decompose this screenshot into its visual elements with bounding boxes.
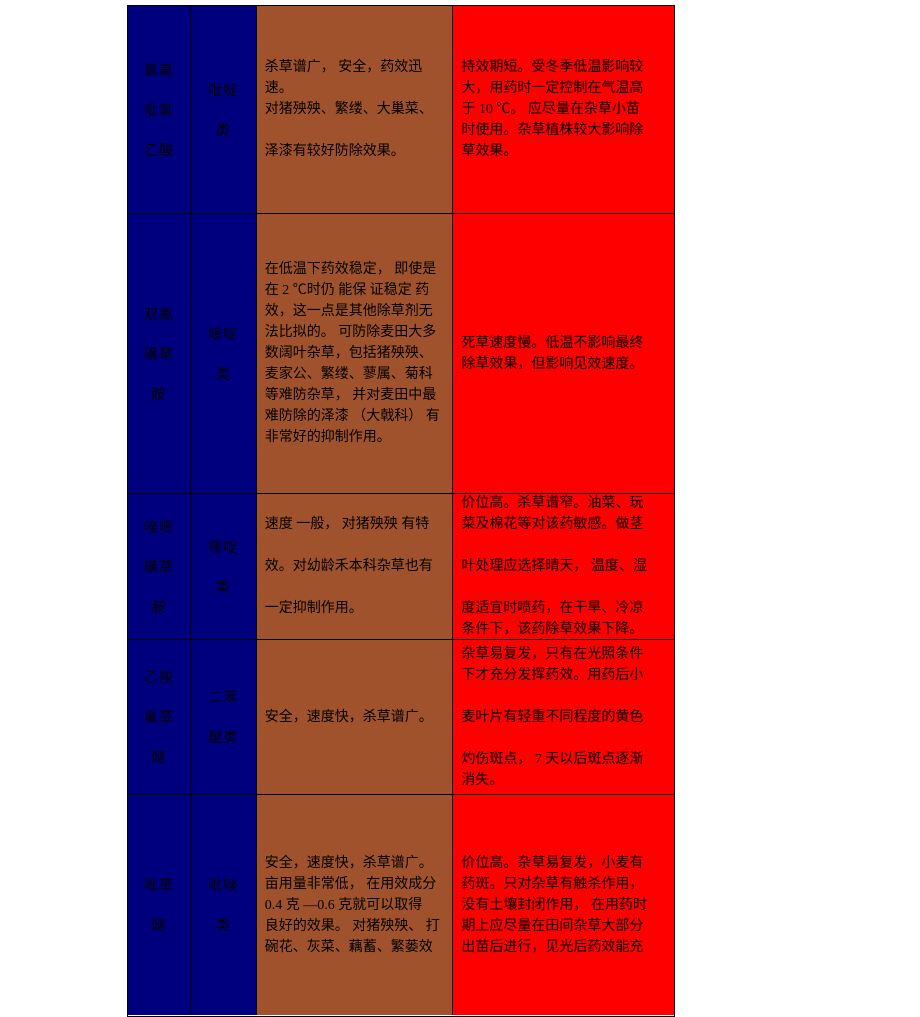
cell-text: 磺草 [144,344,174,364]
cell-text: 吡氧 [144,100,174,120]
col-disadvantages: 价位高。杂草易复发，小麦有 药斑。只对杂草有触杀作用， 没有土壤封闭作用， 在用… [453,795,674,1015]
cell-text: 氟草 [144,707,174,727]
col-disadvantages: 价位高。杀草谱窄。油菜、玩 菜及棉花等对该药敏感。做茎 叶处理应选择晴天， 温度… [453,494,674,639]
col-name: 双氟 磺草 胺 [128,214,191,493]
col-class: 嘧啶 类 [191,494,257,639]
col-class: 吡啶 类 [191,6,257,213]
cell-text: 类 [216,120,231,140]
cell-text: 死草速度慢。低温不影响最终 除草效果，但影响见效速度。 [461,333,666,375]
table-row: 吡草 醚 吡唑 类 安全，速度快，杀草谱广。 亩用量非常低， 在用效成分 0.4… [128,795,674,1015]
cell-text: 嘧啶 [208,324,238,344]
col-advantages: 速度 一般， 对猪殃殃 有特 效。对幼龄禾本科杂草也有 一定抑制作用。 [257,494,454,639]
cell-text: 氯氟 [144,60,174,80]
table-row: 双氟 磺草 胺 嘧啶 类 在低温下药效稳定， 即使是 在 2 ℃时仍 能保 证稳… [128,214,674,494]
cell-text: 胺 [151,384,166,404]
cell-text: 二苯 [208,687,238,707]
cell-text: 价位高。杂草易复发，小麦有 药斑。只对杂草有触杀作用， 没有土壤封闭作用， 在用… [461,853,666,958]
col-name: 氯氟 吡氧 乙酸 [128,6,191,213]
col-advantages: 杀草谱广， 安全，药效迅速。 对猪殃殃、繁缕、大巢菜、 泽漆有较好防除效果。 [257,6,454,213]
cell-text: 醚 [151,747,166,767]
cell-text: 类 [216,915,231,935]
col-class: 二苯 醚类 [191,640,257,794]
col-advantages: 安全，速度快，杀草谱广。 亩用量非常低， 在用效成分 0.4 克 —0.6 克就… [257,795,454,1015]
herbicide-table: 氯氟 吡氧 乙酸 吡啶 类 杀草谱广， 安全，药效迅速。 对猪殃殃、繁缕、大巢菜… [127,5,675,1017]
table-row: 乙羧 氟草 醚 二苯 醚类 安全，速度快，杀草谱广。 杂草易复发，只有在光照条件… [128,640,674,795]
col-disadvantages: 持效期短。受冬季低温影响较 大，用药时一定控制在气温高 于 10 ℃。 应尽量在… [453,6,674,213]
cell-text: 乙酸 [144,140,174,160]
cell-text: 价位高。杀草谱窄。油菜、玩 菜及棉花等对该药敏感。做茎 叶处理应选择晴天， 温度… [461,493,666,640]
cell-text: 安全，速度快，杀草谱广。 亩用量非常低， 在用效成分 0.4 克 —0.6 克就… [265,853,445,958]
cell-text: 类 [216,577,231,597]
col-name: 乙羧 氟草 醚 [128,640,191,794]
cell-text: 醚 [151,915,166,935]
cell-text: 持效期短。受冬季低温影响较 大，用药时一定控制在气温高 于 10 ℃。 应尽量在… [461,57,666,162]
cell-text: 类 [216,364,231,384]
col-advantages: 在低温下药效稳定， 即使是 在 2 ℃时仍 能保 证稳定 药 效，这一点是其他除… [257,214,454,493]
col-name: 吡草 醚 [128,795,191,1015]
cell-text: 双氟 [144,304,174,324]
cell-text: 速度 一般， 对猪殃殃 有特 效。对幼龄禾本科杂草也有 一定抑制作用。 [265,514,445,619]
cell-text: 安全，速度快，杀草谱广。 [265,707,445,728]
cell-text: 吡草 [144,875,174,895]
col-disadvantages: 死草速度慢。低温不影响最终 除草效果，但影响见效速度。 [453,214,674,493]
col-name: 唑嘧 磺草 胺 [128,494,191,639]
cell-text: 乙羧 [144,667,174,687]
cell-text: 杂草易复发，只有在光照条件 下才充分发挥药效。用药后小 麦叶片有轻重不同程度的黄… [461,644,666,791]
cell-text: 吡唑 [208,875,238,895]
col-advantages: 安全，速度快，杀草谱广。 [257,640,454,794]
cell-text: 杀草谱广， 安全，药效迅速。 对猪殃殃、繁缕、大巢菜、 泽漆有较好防除效果。 [265,57,445,162]
cell-text: 醚类 [208,727,238,747]
cell-text: 嘧啶 [208,537,238,557]
cell-text: 磺草 [144,557,174,577]
table-row: 氯氟 吡氧 乙酸 吡啶 类 杀草谱广， 安全，药效迅速。 对猪殃殃、繁缕、大巢菜… [128,6,674,214]
col-class: 嘧啶 类 [191,214,257,493]
cell-text: 吡啶 [208,80,238,100]
cell-text: 在低温下药效稳定， 即使是 在 2 ℃时仍 能保 证稳定 药 效，这一点是其他除… [265,259,445,448]
table-row: 唑嘧 磺草 胺 嘧啶 类 速度 一般， 对猪殃殃 有特 效。对幼龄禾本科杂草也有… [128,494,674,640]
col-class: 吡唑 类 [191,795,257,1015]
cell-text: 唑嘧 [144,517,174,537]
cell-text: 胺 [151,597,166,617]
col-disadvantages: 杂草易复发，只有在光照条件 下才充分发挥药效。用药后小 麦叶片有轻重不同程度的黄… [453,640,674,794]
